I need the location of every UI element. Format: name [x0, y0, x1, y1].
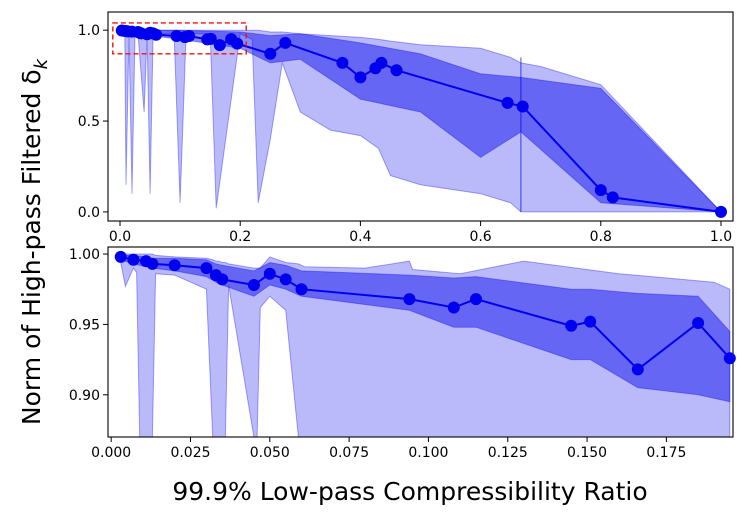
top-x-tick-label: 0.8	[590, 229, 612, 245]
top-data-point	[375, 56, 388, 69]
bottom-y-tick-label: 0.90	[69, 388, 100, 404]
top-data-point	[279, 36, 292, 49]
top-data-point	[264, 47, 277, 60]
top-x-tick-label: 0.4	[349, 229, 371, 245]
bottom-data-point	[216, 273, 229, 286]
top-data-point	[204, 32, 217, 45]
top-y-tick-label: 0.5	[78, 114, 100, 130]
bottom-plot-frame	[107, 246, 734, 438]
bottom-data-point	[723, 352, 736, 365]
top-y-tick-label: 1.0	[78, 23, 100, 39]
x-axis-title: 99.9% Low-pass Compressibility Ratio	[172, 477, 647, 506]
top-data-point	[390, 64, 403, 77]
top-data-point	[336, 56, 349, 69]
bottom-data-point	[168, 259, 181, 272]
bottom-data-point	[447, 301, 460, 314]
top-x-tick-label: 0.2	[229, 229, 251, 245]
bottom-x-tick-label: 0.175	[646, 445, 686, 461]
bottom-x-tick-label: 0.075	[329, 445, 369, 461]
top-panel: 0.0 0.2 0.4 0.6 0.8 1.0 0.0 0.5 1.0	[78, 11, 734, 245]
bottom-data-point	[692, 317, 705, 329]
bottom-y-tick-label: 1.00	[69, 247, 100, 263]
y-axis-title-main: Norm of High-pass Filtered δ	[17, 69, 46, 425]
bottom-x-tick-label: 0.100	[408, 445, 448, 461]
bottom-data-point	[114, 250, 127, 263]
bottom-data-point	[403, 293, 416, 306]
top-plot-area	[118, 29, 723, 213]
bottom-data-point	[127, 253, 140, 266]
top-data-point	[594, 184, 607, 197]
bottom-panel: 0.000 0.025 0.050 0.075 0.100 0.125 0.150 0.175…	[69, 246, 736, 461]
top-data-point	[501, 96, 514, 109]
bottom-outer-band	[120, 253, 731, 437]
bottom-plot-area	[120, 253, 731, 437]
top-data-point	[606, 191, 619, 204]
top-data-point	[150, 28, 163, 41]
top-data-point	[231, 37, 244, 50]
top-data-point	[183, 30, 196, 42]
top-data-point	[354, 71, 367, 84]
bottom-x-tick-label: 0.000	[91, 445, 131, 461]
top-data-point	[516, 100, 529, 113]
bottom-data-point	[584, 315, 597, 328]
top-x-tick-label: 1.0	[710, 229, 732, 245]
top-data-point	[715, 205, 727, 218]
bottom-data-point	[279, 273, 292, 286]
bottom-y-tick-label: 0.95	[69, 317, 100, 333]
bottom-data-point	[631, 363, 644, 376]
top-x-tick-label: 0.0	[109, 229, 131, 245]
top-y-tick-label: 0.0	[78, 205, 100, 221]
bottom-data-point	[247, 279, 260, 291]
bottom-x-tick-label: 0.025	[170, 445, 210, 461]
top-x-tick-label: 0.6	[469, 229, 491, 245]
y-axis-title-subscript: k	[31, 57, 52, 69]
top-inner-band	[119, 29, 723, 213]
bottom-data-point	[295, 283, 308, 296]
bottom-data-point	[565, 319, 578, 332]
zoom-region-box	[112, 22, 247, 55]
top-plot-frame	[107, 11, 734, 222]
top-data-point	[213, 39, 226, 52]
bottom-data-point	[146, 257, 159, 270]
bottom-x-tick-label: 0.150	[567, 445, 607, 461]
bottom-data-point	[263, 267, 276, 280]
bottom-x-tick-label: 0.050	[250, 445, 290, 461]
bottom-data-point	[200, 262, 213, 275]
y-axis-title: Norm of High-pass Filtered δk	[17, 57, 52, 425]
bottom-inner-band	[120, 254, 731, 403]
bottom-x-tick-label: 0.125	[488, 445, 528, 461]
bottom-data-point	[470, 293, 482, 306]
